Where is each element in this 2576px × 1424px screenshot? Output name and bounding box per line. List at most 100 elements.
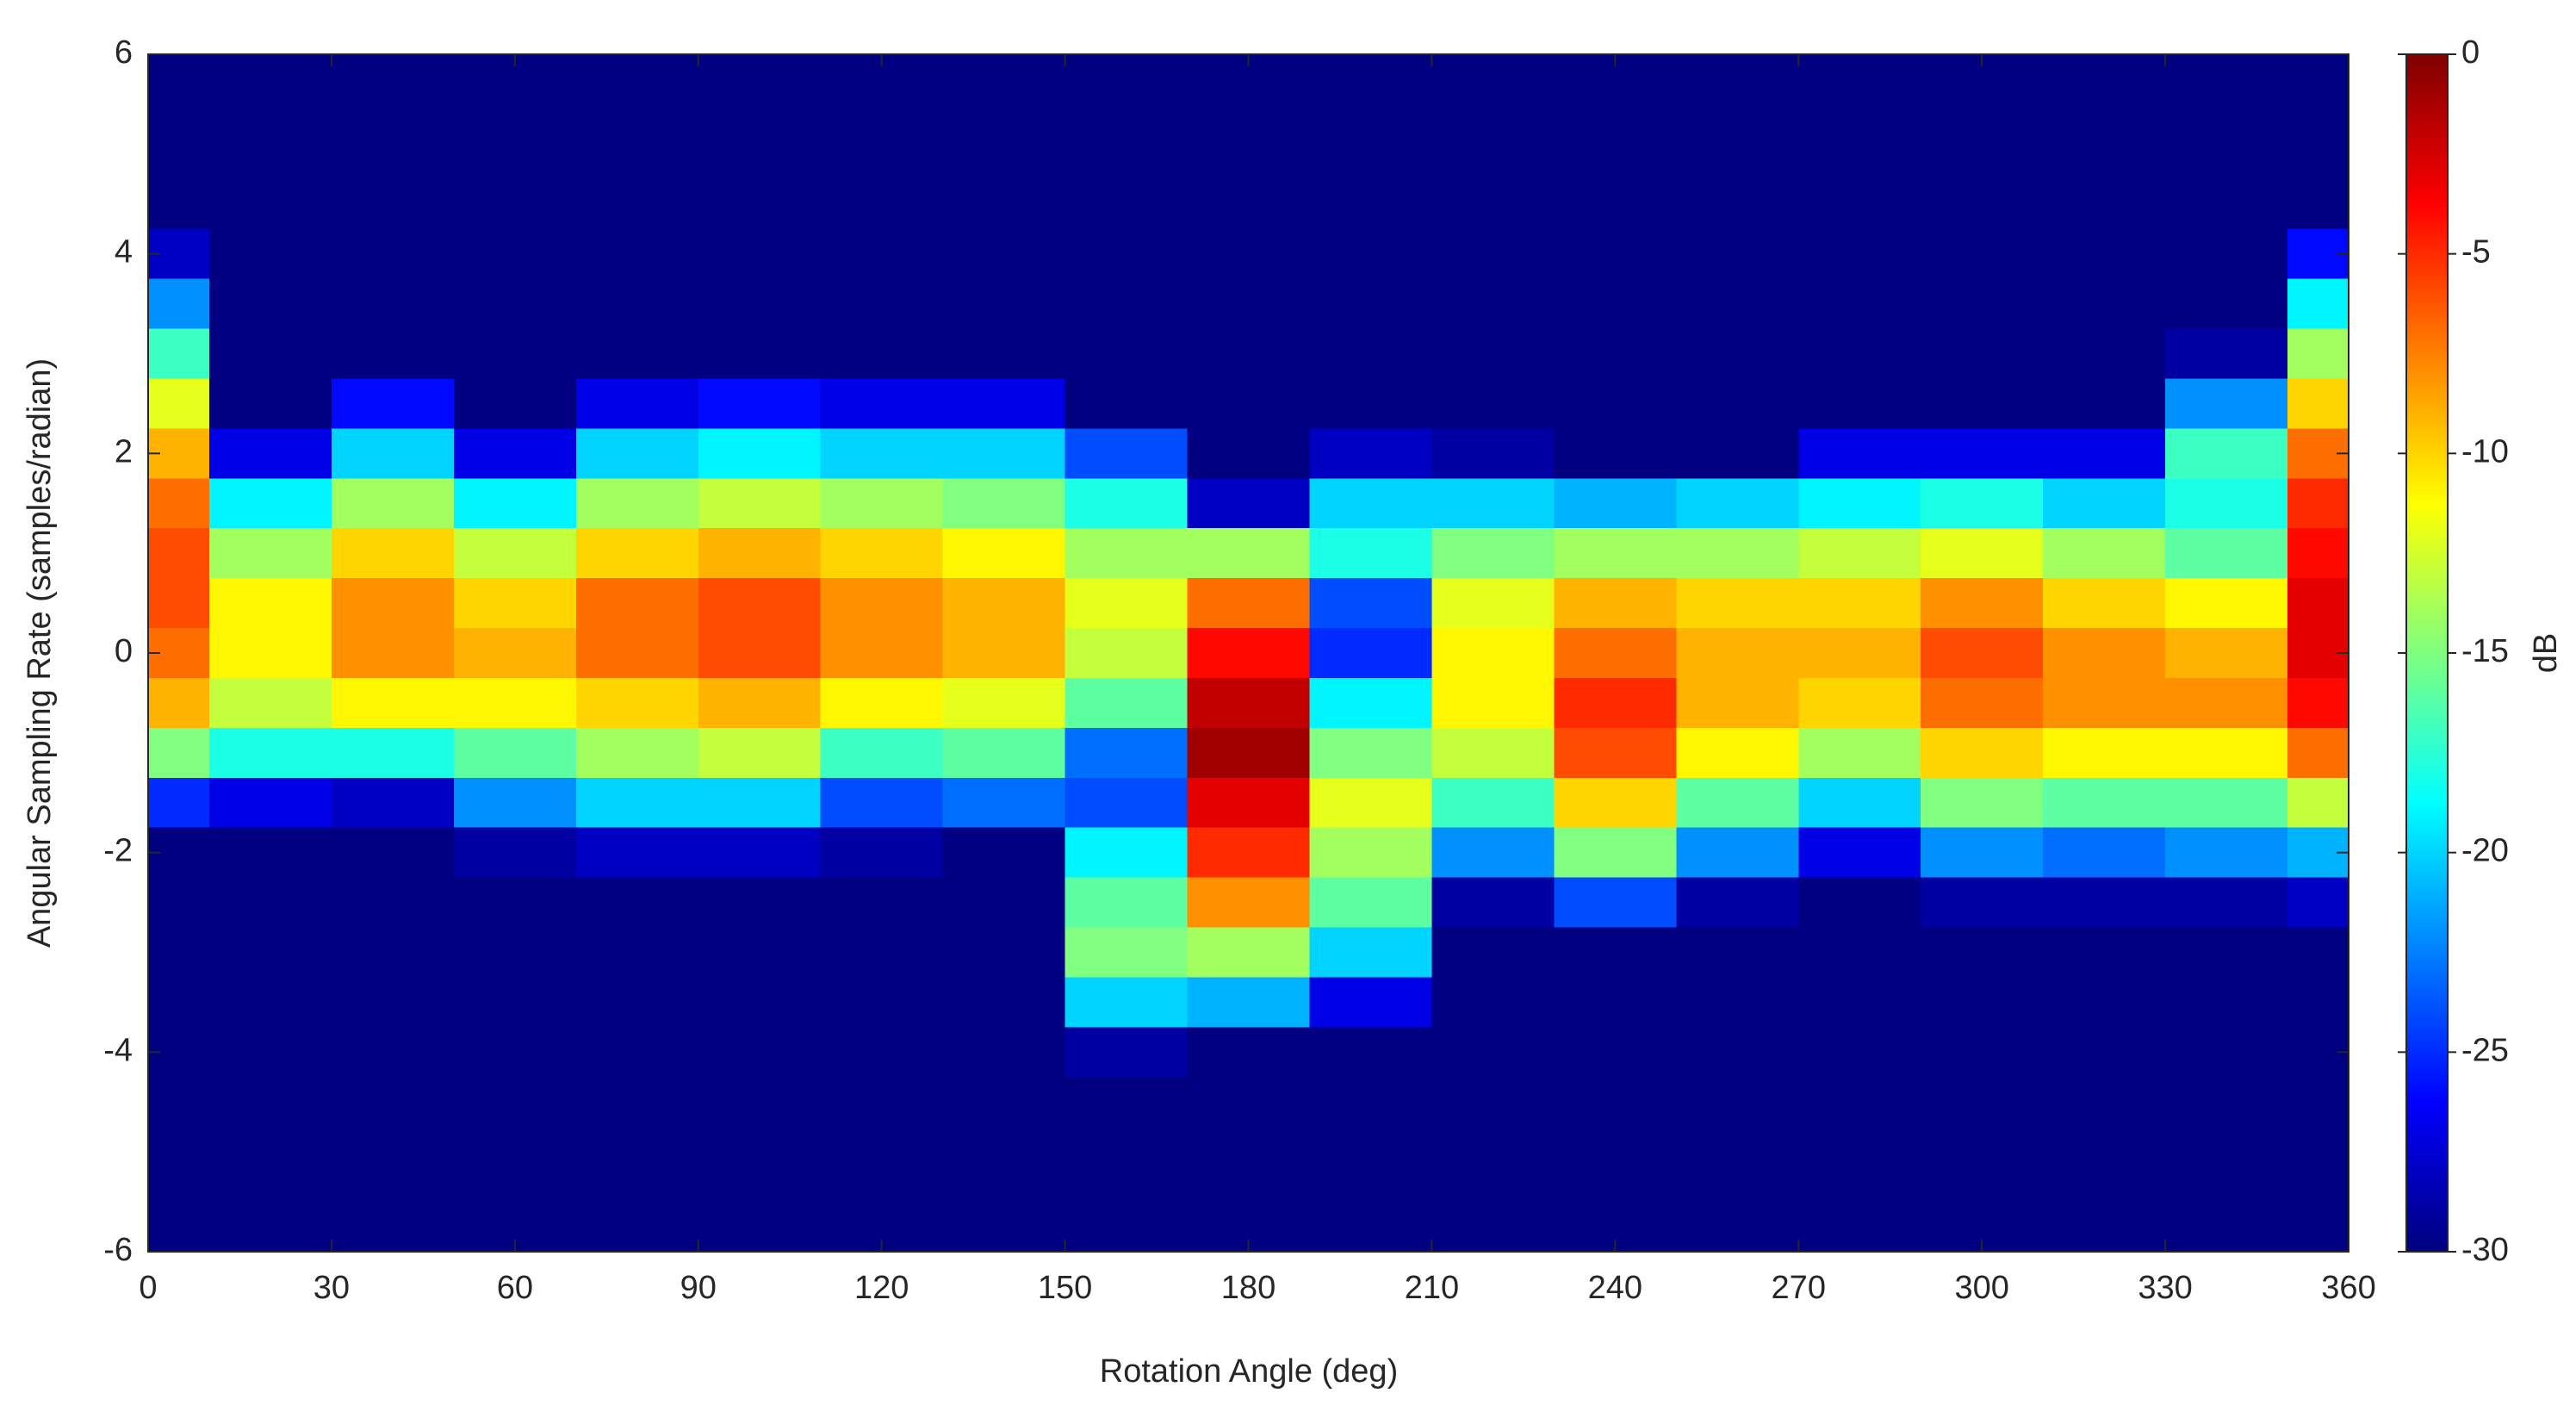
heat-cell [1921,378,2044,429]
heatmap [148,54,2349,1252]
heat-cell [331,278,455,330]
heat-cell [1065,128,1189,180]
x-tick-label: 240 [1588,1270,1642,1306]
heat-cell [453,278,577,330]
heat-cell [1798,228,1921,280]
heat-cell [1065,328,1189,380]
heat-cell [698,777,822,829]
heat-cell [1676,927,1799,979]
heat-cell [575,1127,699,1178]
heat-cell [331,378,455,429]
heat-cell [148,528,210,579]
heat-cell [1431,578,1555,629]
heat-cell [1798,628,1921,679]
heat-cell [208,677,332,729]
heat-cell [331,827,455,879]
heat-cell [1676,877,1799,929]
heat-cell [1431,977,1555,1028]
heat-cell [2043,228,2166,280]
heat-cell [2165,677,2288,729]
heat-cell [208,228,332,280]
heat-cell [331,54,455,80]
heat-cell [2043,378,2166,429]
heat-cell [453,128,577,180]
heat-cell [1431,1127,1555,1178]
heat-cell [1187,228,1311,280]
x-tick-label: 180 [1221,1270,1276,1306]
heat-cell [2165,228,2288,280]
heat-cell [1309,1127,1433,1178]
heat-cell [575,54,699,80]
heat-cell [942,128,1066,180]
heat-cell [698,578,822,629]
heat-cell [698,877,822,929]
heat-cell [575,378,699,429]
heat-cell [1187,428,1311,479]
heat-cell [1554,278,1677,330]
heat-cell [1187,1127,1311,1178]
heat-cell [942,1177,1066,1228]
heat-cell [208,1077,332,1128]
heat-cell [1065,1077,1189,1128]
heat-cell [2287,78,2349,130]
x-tick-label: 300 [1954,1270,2008,1306]
heat-cell [1309,1077,1433,1128]
heat-cell [1187,78,1311,130]
heat-cell [1431,1077,1555,1128]
heat-cell [575,478,699,529]
heat-cell [942,78,1066,130]
heat-cell [148,977,210,1028]
heat-cell [698,1227,822,1252]
heat-cell [698,278,822,330]
y-tick-label: 4 [115,234,133,270]
heat-cell [1431,128,1555,180]
heat-cell [2043,677,2166,729]
y-tick-label: -6 [103,1232,133,1268]
heat-cell [1309,54,1433,80]
heat-cell [1676,977,1799,1028]
heat-cell [331,1127,455,1178]
heat-cell [1798,328,1921,380]
heat-cell [575,877,699,929]
heat-cell [1065,1027,1189,1078]
heat-cell [453,478,577,529]
heat-cell [1554,378,1677,429]
heat-cell [1554,478,1677,529]
heat-cell [820,927,944,979]
heat-cell [1676,1127,1799,1178]
heat-cell [208,528,332,579]
heat-cell [1309,78,1433,130]
heat-cell [208,827,332,879]
heat-cell [1309,977,1433,1028]
heat-cell [1921,827,2044,879]
heat-cell [1431,777,1555,829]
heat-cell [1065,478,1189,529]
heat-cell [1309,278,1433,330]
heat-cell [1676,578,1799,629]
heat-cell [1798,1027,1921,1078]
y-tick-label: 0 [115,633,133,669]
heat-cell [1798,777,1921,829]
heat-cell [575,628,699,679]
heat-cell [698,528,822,579]
heat-cell [2043,1027,2166,1078]
heat-cell [1921,877,2044,929]
heat-cell [2287,528,2349,579]
heat-cell [1554,78,1677,130]
heat-cell [1431,54,1555,80]
heat-cell [453,578,577,629]
heat-cell [820,378,944,429]
heat-cell [1309,877,1433,929]
heat-cell [148,278,210,330]
heat-cell [698,54,822,80]
heat-cell [575,278,699,330]
heat-cell [2043,1227,2166,1252]
heat-cell [2165,328,2288,380]
heat-cell [208,628,332,679]
heat-cell [2043,1177,2166,1228]
heat-cell [2287,328,2349,380]
heat-cell [453,1077,577,1128]
heat-cell [1798,528,1921,579]
heat-cell [1921,677,2044,729]
heat-cell [820,128,944,180]
